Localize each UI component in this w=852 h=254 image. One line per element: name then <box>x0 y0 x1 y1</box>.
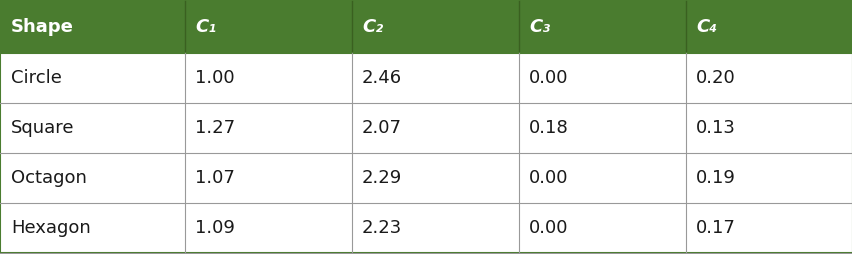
Text: 2.23: 2.23 <box>361 219 402 237</box>
Text: Octagon: Octagon <box>11 169 87 187</box>
Bar <box>0 203 185 253</box>
Text: 0.20: 0.20 <box>695 69 735 87</box>
Bar <box>185 153 352 203</box>
Bar <box>185 203 352 253</box>
Bar <box>352 153 518 203</box>
Text: Hexagon: Hexagon <box>11 219 91 237</box>
Bar <box>352 203 518 253</box>
Bar <box>352 1 518 53</box>
Text: C₂: C₂ <box>361 18 383 36</box>
Text: 1.00: 1.00 <box>195 69 234 87</box>
Bar <box>685 53 852 103</box>
Bar <box>185 103 352 153</box>
Text: Shape: Shape <box>11 18 74 36</box>
Text: 1.07: 1.07 <box>195 169 234 187</box>
Text: 0.17: 0.17 <box>695 219 735 237</box>
Text: 0.00: 0.00 <box>528 169 567 187</box>
Text: C₄: C₄ <box>695 18 717 36</box>
Bar <box>518 1 685 53</box>
Text: 2.07: 2.07 <box>361 119 401 137</box>
Text: C₃: C₃ <box>528 18 550 36</box>
Bar <box>518 203 685 253</box>
Bar <box>685 1 852 53</box>
Text: Circle: Circle <box>11 69 62 87</box>
Bar <box>185 1 352 53</box>
Bar <box>518 103 685 153</box>
Bar <box>685 153 852 203</box>
Text: 1.27: 1.27 <box>195 119 235 137</box>
Bar <box>0 53 185 103</box>
Text: 0.00: 0.00 <box>528 69 567 87</box>
Text: Square: Square <box>11 119 74 137</box>
Text: 0.13: 0.13 <box>695 119 735 137</box>
Bar <box>0 1 185 53</box>
Bar <box>685 203 852 253</box>
Bar <box>0 103 185 153</box>
Text: 0.00: 0.00 <box>528 219 567 237</box>
Bar <box>685 103 852 153</box>
Text: 2.46: 2.46 <box>361 69 401 87</box>
Bar <box>518 53 685 103</box>
Bar <box>185 53 352 103</box>
Text: 0.19: 0.19 <box>695 169 735 187</box>
Bar <box>518 153 685 203</box>
Bar <box>352 53 518 103</box>
Text: 2.29: 2.29 <box>361 169 402 187</box>
Text: 0.18: 0.18 <box>528 119 568 137</box>
Bar <box>352 103 518 153</box>
Bar <box>0 153 185 203</box>
Text: C₁: C₁ <box>195 18 216 36</box>
Text: 1.09: 1.09 <box>195 219 234 237</box>
